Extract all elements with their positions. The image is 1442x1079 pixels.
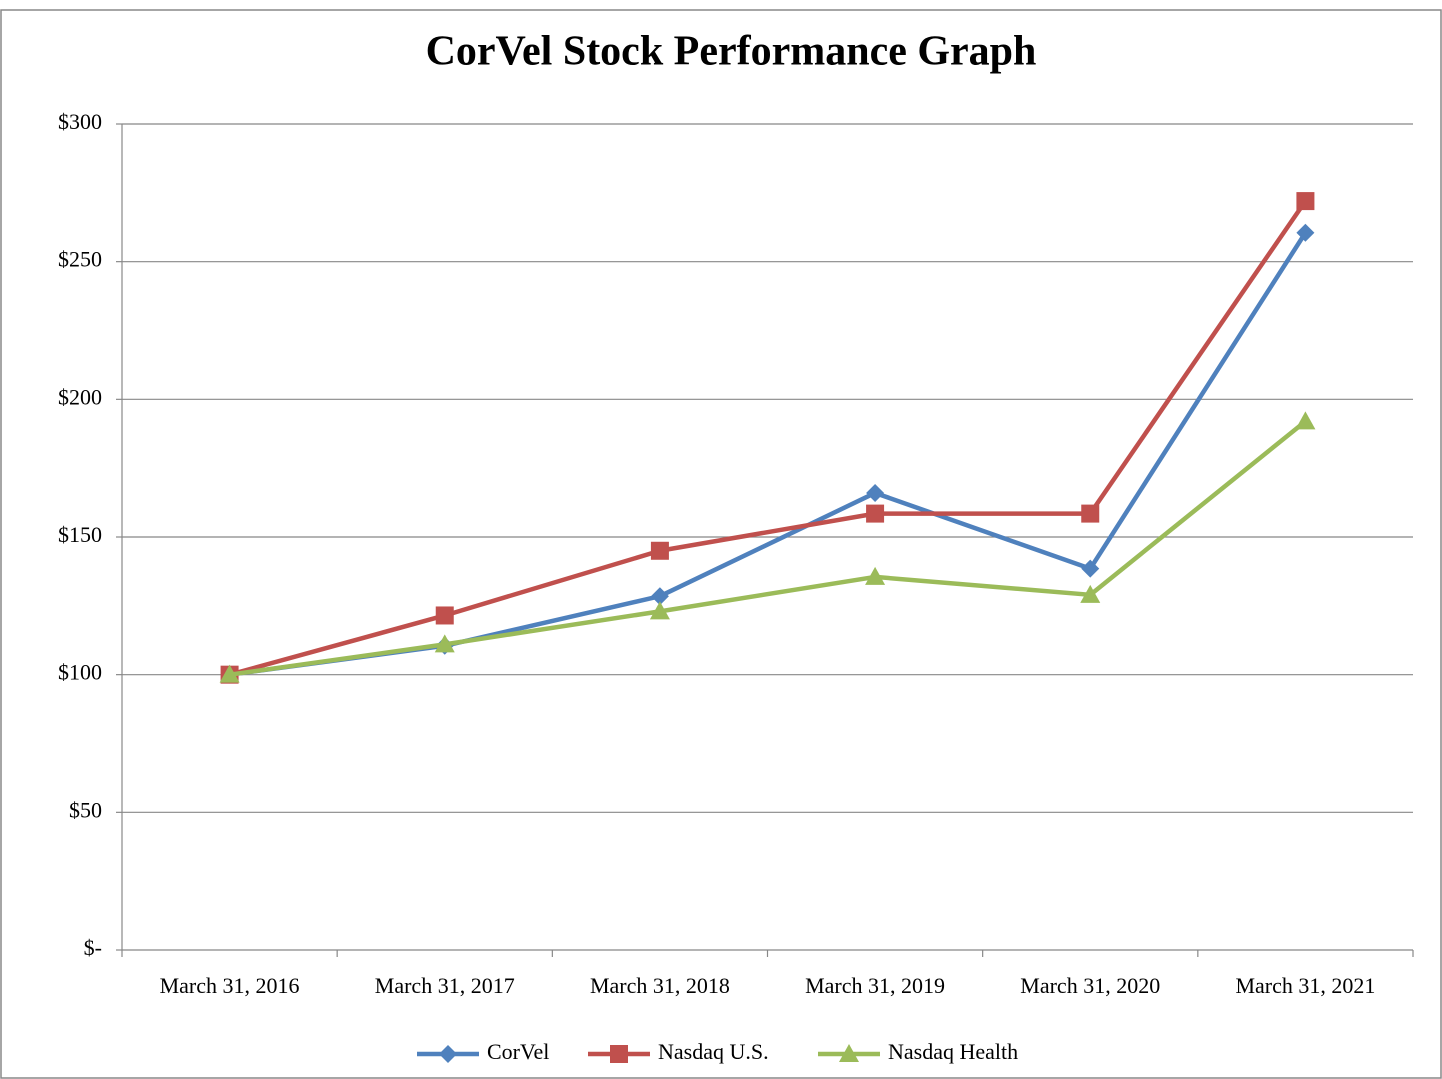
marker bbox=[1296, 223, 1315, 242]
marker bbox=[650, 541, 669, 560]
x-tick-label: March 31, 2018 bbox=[590, 973, 730, 998]
marker bbox=[1296, 192, 1315, 211]
marker bbox=[649, 601, 670, 620]
x-tick-label: March 31, 2016 bbox=[160, 973, 300, 998]
marker bbox=[219, 664, 240, 683]
legend-marker bbox=[839, 1044, 859, 1062]
x-tick-label: March 31, 2017 bbox=[375, 973, 515, 998]
legend-marker bbox=[610, 1045, 628, 1063]
marker bbox=[866, 483, 885, 502]
marker bbox=[865, 566, 886, 585]
legend-label: CorVel bbox=[487, 1039, 549, 1064]
marker bbox=[1081, 504, 1100, 523]
legend-marker bbox=[439, 1045, 457, 1063]
legend-label: Nasdaq U.S. bbox=[658, 1039, 769, 1064]
x-tick-label: March 31, 2021 bbox=[1235, 973, 1375, 998]
legend-label: Nasdaq Health bbox=[888, 1039, 1018, 1064]
y-tick-label: $200 bbox=[58, 384, 102, 409]
y-tick-label: $100 bbox=[58, 660, 102, 685]
marker bbox=[434, 634, 455, 653]
marker bbox=[1295, 411, 1316, 430]
x-tick-label: March 31, 2020 bbox=[1020, 973, 1160, 998]
chart-frame bbox=[0, 9, 1442, 1079]
y-tick-label: $300 bbox=[58, 109, 102, 134]
marker bbox=[866, 504, 885, 523]
marker bbox=[1081, 559, 1100, 578]
chart-title: CorVel Stock Performance Graph bbox=[426, 29, 1037, 75]
x-tick-label: March 31, 2019 bbox=[805, 973, 945, 998]
y-tick-label: $150 bbox=[58, 522, 102, 547]
y-tick-label: $250 bbox=[58, 247, 102, 272]
y-tick-label: $- bbox=[84, 935, 102, 960]
marker bbox=[650, 587, 669, 606]
marker bbox=[435, 606, 454, 625]
marker bbox=[1080, 584, 1101, 603]
y-tick-label: $50 bbox=[69, 797, 102, 822]
series-line bbox=[228, 199, 1308, 677]
series-line bbox=[229, 419, 1307, 677]
